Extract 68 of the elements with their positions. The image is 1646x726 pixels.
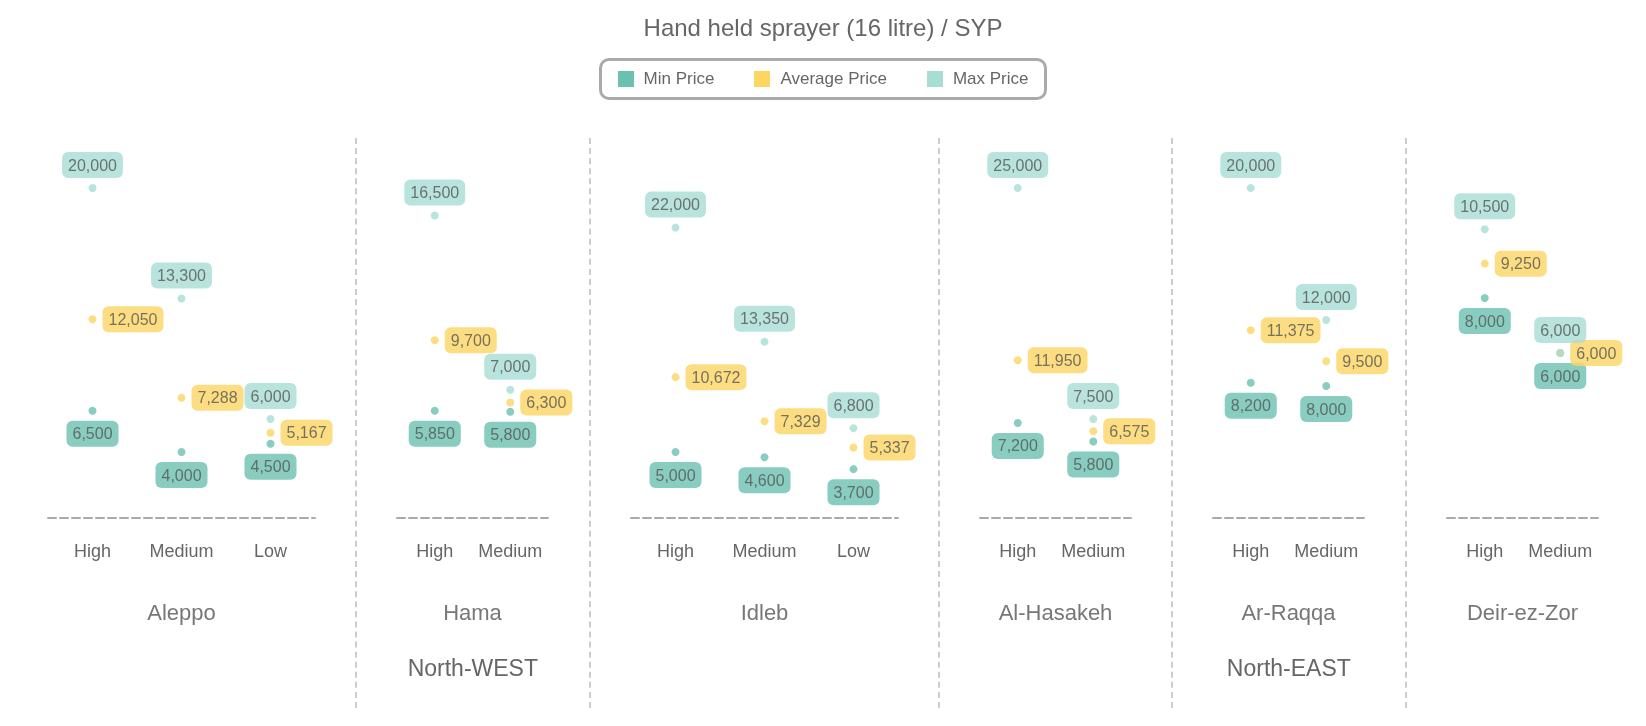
x-tick-label: High: [998, 541, 1036, 561]
data-label: 4,000: [161, 466, 202, 484]
data-label: 6,000: [250, 387, 291, 405]
data-label: 6,000: [1575, 344, 1616, 362]
x-tick-label: Medium: [478, 541, 543, 561]
data-label: 5,800: [1072, 455, 1114, 473]
data-label: 5,337: [869, 439, 910, 457]
data-label: 12,000: [1301, 288, 1351, 306]
data-label: 5,000: [655, 466, 696, 484]
text: North-WEST: [407, 655, 539, 681]
data-label: 22,000: [650, 196, 700, 214]
data-label: 7,200: [997, 437, 1038, 455]
data-label: 4,500: [250, 458, 291, 476]
data-label: 5,850: [414, 425, 456, 443]
text: Hand held sprayer (16 litre) / SYP: [642, 13, 1004, 43]
x-tick-label: High: [656, 541, 694, 561]
x-tick-label: Medium: [149, 541, 214, 561]
x-tick-label: High: [73, 541, 112, 561]
data-label: 12,050: [108, 310, 158, 328]
text: Deir-ez-Zor: [1466, 599, 1578, 625]
data-label: 6,500: [72, 425, 113, 443]
legend-label: Max Price: [951, 69, 1029, 89]
data-label: 11,950: [1033, 351, 1082, 369]
data-label: 13,350: [739, 310, 789, 328]
data-label: 7,500: [1072, 387, 1114, 405]
text: North-EAST: [1226, 655, 1351, 681]
x-tick-label: Medium: [1060, 541, 1125, 561]
data-label: 8,000: [1464, 312, 1505, 330]
x-tick-label: Low: [253, 541, 289, 561]
text: Al-Hasakeh: [998, 599, 1113, 625]
x-tick-label: High: [416, 541, 454, 561]
data-label: 6,000: [1539, 367, 1580, 385]
data-label: 7,288: [197, 389, 238, 407]
x-tick-label: Medium: [1527, 541, 1592, 561]
x-tick-label: Low: [836, 541, 871, 561]
data-label: 5,800: [490, 426, 531, 444]
data-label: 8,200: [1230, 397, 1271, 415]
data-label: 6,800: [833, 396, 874, 414]
data-label: 3,700: [833, 483, 874, 501]
data-label: 9,250: [1500, 255, 1541, 273]
data-label: 10,672: [691, 368, 741, 386]
data-label: 20,000: [68, 156, 118, 174]
data-label: 25,000: [992, 156, 1043, 174]
text: Aleppo: [147, 599, 216, 625]
data-label: 8,000: [1306, 400, 1347, 418]
data-label: 20,000: [1226, 156, 1276, 174]
data-label: 10,500: [1459, 197, 1509, 215]
data-label: 11,375: [1266, 321, 1315, 339]
text: Hama: [443, 599, 503, 625]
data-label: 7,329: [780, 412, 821, 430]
text: Ar-Raqqa: [1241, 599, 1337, 625]
data-label: 9,700: [450, 331, 492, 349]
data-label: 7,000: [490, 358, 531, 376]
x-tick-label: High: [1232, 541, 1270, 561]
legend-label: Average Price: [779, 69, 887, 89]
data-label: 4,600: [744, 471, 785, 489]
data-label: 5,167: [286, 424, 327, 442]
x-tick-label: High: [1465, 541, 1503, 561]
x-tick-label: Medium: [732, 541, 797, 561]
legend-label: Min Price: [642, 69, 715, 89]
data-label: 6,300: [526, 394, 567, 411]
data-label: 6,000: [1539, 321, 1580, 339]
data-label: 13,300: [157, 267, 207, 285]
data-label: 9,500: [1342, 352, 1383, 370]
data-label: 6,575: [1108, 422, 1150, 440]
x-tick-label: Medium: [1294, 541, 1359, 561]
text: Idleb: [740, 599, 788, 625]
data-label: 16,500: [410, 184, 460, 201]
